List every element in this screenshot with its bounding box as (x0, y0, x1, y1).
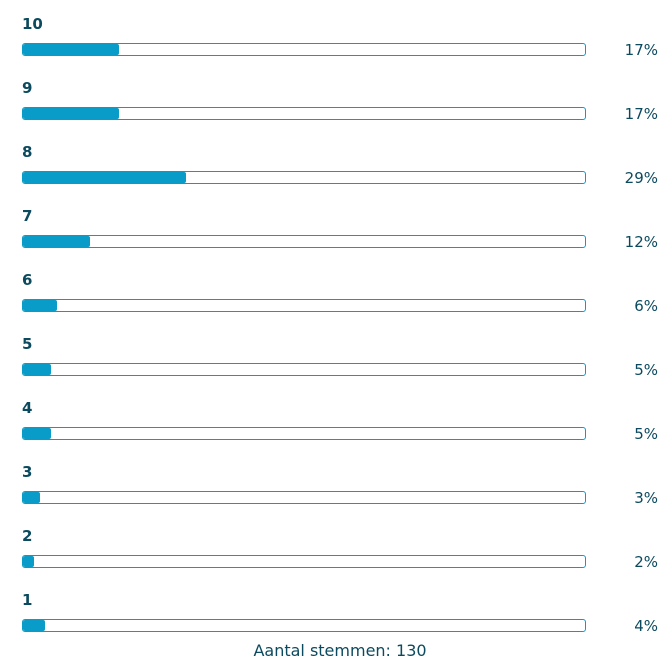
bar-track (22, 171, 586, 184)
bar-track (22, 299, 586, 312)
poll-row: 4 5% (0, 387, 672, 451)
option-label: 5 (22, 335, 33, 353)
percentage-label: 2% (634, 553, 658, 571)
bar-fill (23, 300, 57, 311)
option-label: 7 (22, 207, 33, 225)
bar-track (22, 427, 586, 440)
poll-row: 6 6% (0, 259, 672, 323)
option-label: 10 (22, 15, 43, 33)
bar-track (22, 235, 586, 248)
percentage-label: 5% (634, 425, 658, 443)
percentage-label: 12% (624, 233, 658, 251)
bar-track (22, 491, 586, 504)
option-label: 1 (22, 591, 33, 609)
option-label: 4 (22, 399, 33, 417)
bar-fill (23, 108, 119, 119)
percentage-label: 3% (634, 489, 658, 507)
bar-fill (23, 428, 52, 439)
bar-fill (23, 620, 46, 631)
option-label: 8 (22, 143, 33, 161)
poll-row: 3 3% (0, 451, 672, 515)
option-label: 2 (22, 527, 33, 545)
percentage-label: 4% (634, 617, 658, 635)
percentage-label: 17% (624, 41, 658, 59)
bar-fill (23, 492, 40, 503)
percentage-label: 6% (634, 297, 658, 315)
poll-row: 2 2% (0, 515, 672, 579)
bar-track (22, 43, 586, 56)
percentage-label: 17% (624, 105, 658, 123)
bar-track (22, 363, 586, 376)
percentage-label: 29% (624, 169, 658, 187)
poll-row: 5 5% (0, 323, 672, 387)
bar-track (22, 107, 586, 120)
poll-row: 7 12% (0, 195, 672, 259)
bar-fill (23, 364, 52, 375)
percentage-label: 5% (634, 361, 658, 379)
bar-track (22, 619, 586, 632)
bar-fill (23, 172, 186, 183)
option-label: 6 (22, 271, 33, 289)
bar-fill (23, 44, 119, 55)
total-votes: Aantal stemmen: 130 (253, 641, 427, 660)
poll-row: 9 17% (0, 67, 672, 131)
poll-row: 1 4% (0, 579, 672, 643)
bar-track (22, 555, 586, 568)
option-label: 9 (22, 79, 33, 97)
poll-row: 8 29% (0, 131, 672, 195)
poll-row: 10 17% (0, 3, 672, 67)
bar-fill (23, 236, 91, 247)
bar-fill (23, 556, 35, 567)
option-label: 3 (22, 463, 33, 481)
